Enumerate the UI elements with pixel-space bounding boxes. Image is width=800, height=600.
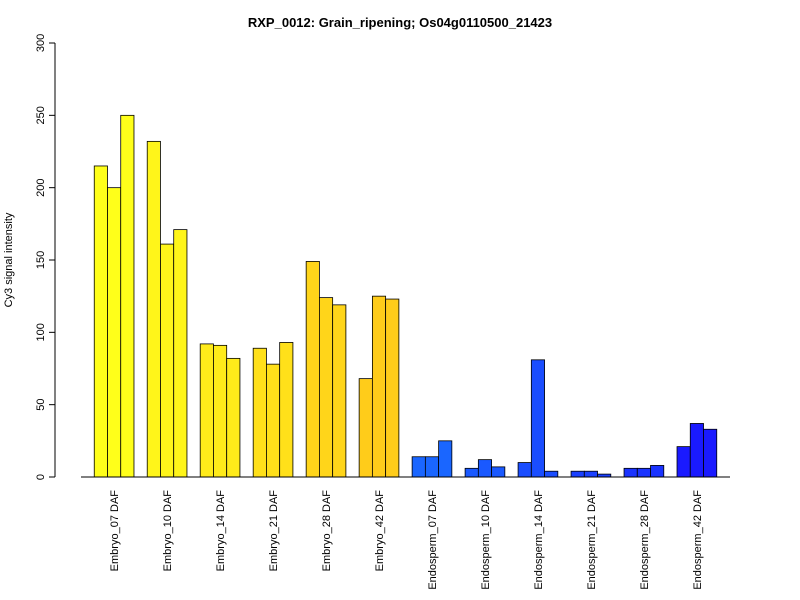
bar	[252, 347, 267, 478]
bar	[160, 243, 175, 478]
bars-group	[93, 114, 718, 478]
y-tick-label: 50	[35, 399, 47, 411]
category-label: Endosperm_28 DAF	[639, 490, 651, 590]
bar	[623, 467, 638, 478]
bar	[107, 187, 122, 478]
bar	[226, 357, 241, 478]
bar	[517, 462, 532, 478]
bar	[530, 359, 545, 478]
category-label: Embryo_10 DAF	[162, 490, 174, 572]
bar	[385, 298, 400, 478]
y-tick-label: 0	[35, 474, 47, 480]
category-label: Embryo_14 DAF	[215, 490, 227, 572]
bar	[650, 465, 665, 478]
y-axis-label: Cy3 signal intensity	[3, 212, 15, 307]
y-tick-label: 200	[35, 178, 47, 196]
bar	[319, 297, 334, 478]
bar	[146, 140, 161, 478]
y-tick-label: 250	[35, 106, 47, 124]
bar	[583, 470, 598, 478]
bar	[477, 459, 492, 478]
bar	[305, 261, 320, 478]
category-labels: Embryo_07 DAF Embryo_10 DAF Embryo_14 DAF E…	[109, 490, 704, 590]
bar	[464, 467, 479, 478]
category-label: Embryo_42 DAF	[374, 490, 386, 572]
bar	[703, 428, 718, 478]
bar	[544, 470, 559, 478]
y-tick-label: 100	[35, 323, 47, 341]
category-label: Endosperm_42 DAF	[692, 490, 704, 590]
bar	[199, 343, 214, 478]
bar	[120, 114, 135, 478]
category-label: Endosperm_14 DAF	[533, 490, 545, 590]
bar	[438, 440, 453, 478]
bar	[266, 363, 281, 478]
bar	[358, 378, 373, 478]
bar	[93, 165, 108, 478]
bar	[173, 229, 188, 478]
bar	[676, 446, 691, 478]
bar	[332, 304, 347, 478]
y-axis: 0 50 100 150 200 250 300	[35, 34, 56, 480]
bar	[411, 456, 426, 478]
category-label: Embryo_21 DAF	[268, 490, 280, 572]
y-tick-label: 300	[35, 34, 47, 52]
category-label: Embryo_28 DAF	[321, 490, 333, 572]
category-label: Endosperm_07 DAF	[427, 490, 439, 590]
bar	[279, 342, 294, 478]
category-label: Embryo_07 DAF	[109, 490, 121, 572]
category-label: Endosperm_21 DAF	[586, 490, 598, 590]
category-label: Endosperm_10 DAF	[480, 490, 492, 590]
bar	[213, 344, 228, 478]
bar	[689, 423, 704, 478]
bar	[371, 295, 387, 478]
bar	[424, 456, 440, 478]
bar	[570, 470, 585, 478]
chart-title: RXP_0012: Grain_ripening; Os04g0110500_2…	[248, 15, 552, 30]
y-tick-label: 150	[35, 251, 47, 269]
bar	[491, 466, 506, 478]
bar	[636, 467, 651, 478]
